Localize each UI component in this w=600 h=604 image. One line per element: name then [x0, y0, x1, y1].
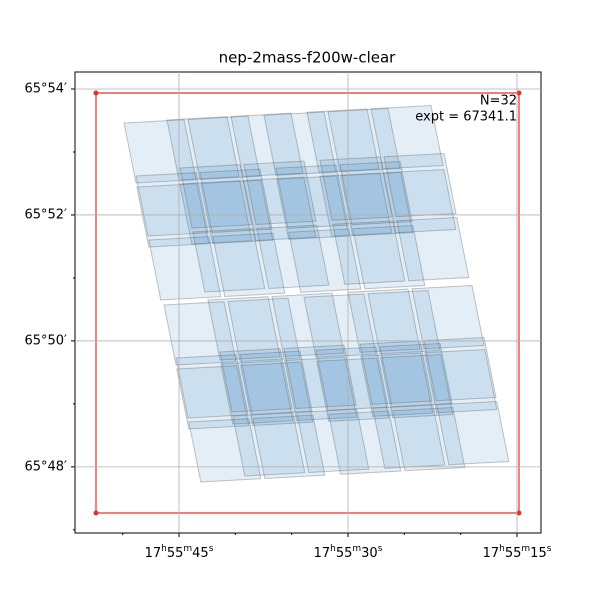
detector-footprint — [396, 216, 470, 282]
detector-footprint — [123, 119, 197, 184]
x-tick-label: 17h55m15s — [483, 544, 552, 561]
detector-footprint — [212, 232, 286, 298]
detector-footprint — [283, 344, 357, 410]
detector-footprint — [423, 336, 497, 402]
detector-footprint — [179, 164, 253, 229]
detector-footprint — [240, 361, 314, 427]
detector-footprint — [175, 354, 249, 419]
detector-footprint — [166, 116, 240, 181]
detector-footprint — [359, 340, 433, 405]
detector-footprint — [383, 152, 457, 218]
detector-footprint — [370, 104, 444, 170]
detector-footprint — [436, 400, 510, 466]
detector-footprint — [284, 356, 358, 422]
detector-footprint — [316, 357, 390, 422]
detector-footprint — [199, 168, 273, 234]
detector-footprint — [296, 408, 370, 474]
detector-footprint — [135, 172, 209, 237]
outline-corners — [93, 90, 522, 516]
annotation: N=32 — [480, 94, 517, 109]
detector-footprint — [288, 228, 362, 293]
detector-footprint — [392, 406, 466, 472]
detector-footprint — [424, 348, 498, 414]
detector-footprint — [230, 112, 304, 178]
detector-footprint — [306, 108, 380, 173]
detector-footprint — [219, 348, 293, 413]
detector-footprint — [187, 115, 261, 181]
detector-footprint — [303, 293, 377, 358]
detector-footprint — [276, 175, 350, 240]
footprints — [123, 104, 510, 483]
detector-footprint — [148, 236, 222, 301]
detector-footprint — [379, 342, 453, 408]
detector-footprint — [232, 412, 306, 477]
detector-footprint — [192, 228, 266, 293]
y-tick-label: 65°52′ — [24, 207, 67, 222]
detector-footprint — [179, 180, 253, 245]
detector-footprint — [243, 176, 317, 242]
y-tick-label: 65°48′ — [24, 459, 67, 474]
detector-footprint — [163, 301, 237, 366]
corner — [516, 510, 522, 516]
corner — [93, 510, 99, 516]
detector-footprint — [340, 171, 414, 237]
x-tick-label: 17h55m45s — [145, 544, 214, 561]
detector-footprint — [360, 352, 434, 417]
detector-footprint — [263, 111, 337, 176]
detector-footprint — [176, 365, 250, 430]
detector-footprint — [383, 168, 457, 234]
detector-footprint — [207, 296, 281, 361]
detector-footprint — [372, 404, 446, 469]
detector-footprint — [347, 288, 421, 353]
detector-footprint — [319, 156, 393, 221]
corner — [93, 90, 99, 96]
annotation: expt = 67341.1 — [415, 110, 517, 125]
detector-footprint — [332, 220, 406, 285]
corner — [516, 90, 522, 96]
detector-footprint — [227, 297, 301, 363]
detector-footprint — [239, 350, 313, 416]
detector-footprint — [315, 346, 389, 411]
detector-footprint — [319, 172, 393, 237]
detector-footprint — [220, 360, 294, 425]
detector-footprint — [380, 353, 454, 419]
y-tick-label: 65°50′ — [24, 333, 67, 348]
detector-footprint — [252, 414, 326, 480]
detector-footprint — [256, 224, 330, 290]
detector-footprint — [200, 179, 274, 245]
y-tick-label: 65°54′ — [24, 82, 67, 97]
detector-footprint — [367, 289, 441, 355]
axes-frame — [74, 71, 542, 534]
detector-footprint — [411, 284, 485, 350]
detector-footprint — [327, 107, 401, 173]
chart-title: nep-2mass-f200w-clear — [219, 49, 396, 67]
x-tick-label: 17h55m30s — [314, 544, 383, 561]
detector-footprint — [243, 160, 317, 226]
detector-footprint — [352, 224, 426, 290]
detector-footprint — [328, 410, 402, 475]
detector-footprint — [188, 418, 262, 483]
